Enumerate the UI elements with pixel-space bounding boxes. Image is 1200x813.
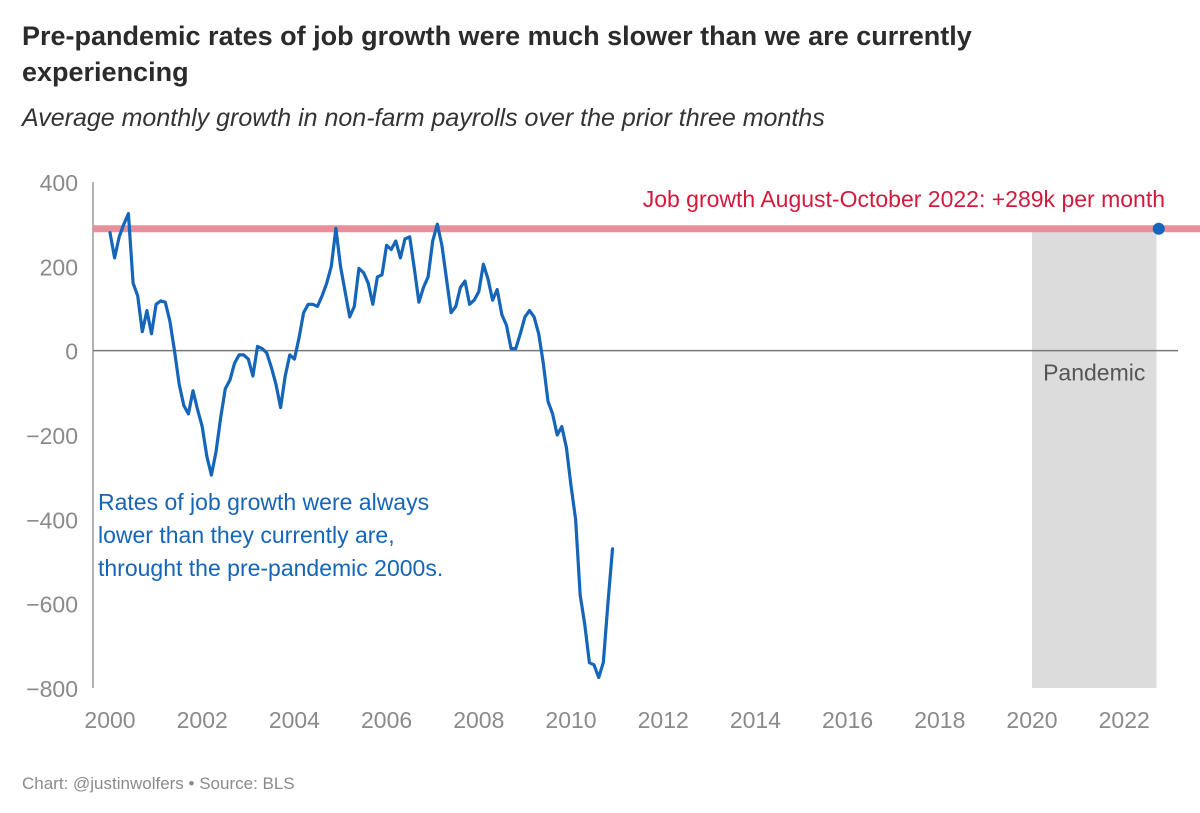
- pandemic-label: Pandemic: [1043, 360, 1145, 386]
- x-tick-label: 2022: [1099, 707, 1150, 733]
- x-tick-label: 2012: [638, 707, 689, 733]
- job-growth-series-line: [108, 212, 615, 680]
- y-tick-label: 400: [40, 170, 78, 196]
- annotation-text-line: Rates of job growth were always: [98, 489, 429, 515]
- chart-plot: −800 −600 −400 −200 0 200 400 2000 2002 2004 2006 2…: [26, 170, 1200, 733]
- chart-subtitle: Average monthly growth in non-farm payro…: [22, 104, 825, 132]
- y-tick-label: 0: [65, 339, 78, 365]
- annotation-text-line: throught the pre-pandemic 2000s.: [98, 555, 443, 581]
- y-tick-label: −600: [26, 592, 78, 618]
- pandemic-shaded-region: [1032, 228, 1157, 688]
- annotation-text-line: lower than they currently are,: [98, 522, 395, 548]
- chart-source-credit: Chart: @justinwolfers • Source: BLS: [22, 774, 295, 793]
- x-tick-label: 2006: [361, 707, 412, 733]
- y-tick-label: 200: [40, 254, 78, 280]
- reference-label: Job growth August-October 2022: +289k pe…: [643, 186, 1165, 212]
- x-tick-label: 2004: [269, 707, 320, 733]
- x-tick-label: 2020: [1006, 707, 1057, 733]
- x-tick-label: 2018: [914, 707, 965, 733]
- x-tick-label: 2000: [84, 707, 135, 733]
- reference-marker: [1152, 222, 1165, 235]
- y-tick-label: −800: [26, 676, 78, 702]
- x-tick-label: 2008: [453, 707, 504, 733]
- y-tick-label: −200: [26, 423, 78, 449]
- x-tick-label: 2014: [730, 707, 781, 733]
- y-tick-label: −400: [26, 507, 78, 533]
- x-tick-label: 2010: [545, 707, 596, 733]
- x-tick-label: 2002: [177, 707, 228, 733]
- chart-title: Pre-pandemic rates of job growth were mu…: [22, 21, 972, 87]
- x-tick-label: 2016: [822, 707, 873, 733]
